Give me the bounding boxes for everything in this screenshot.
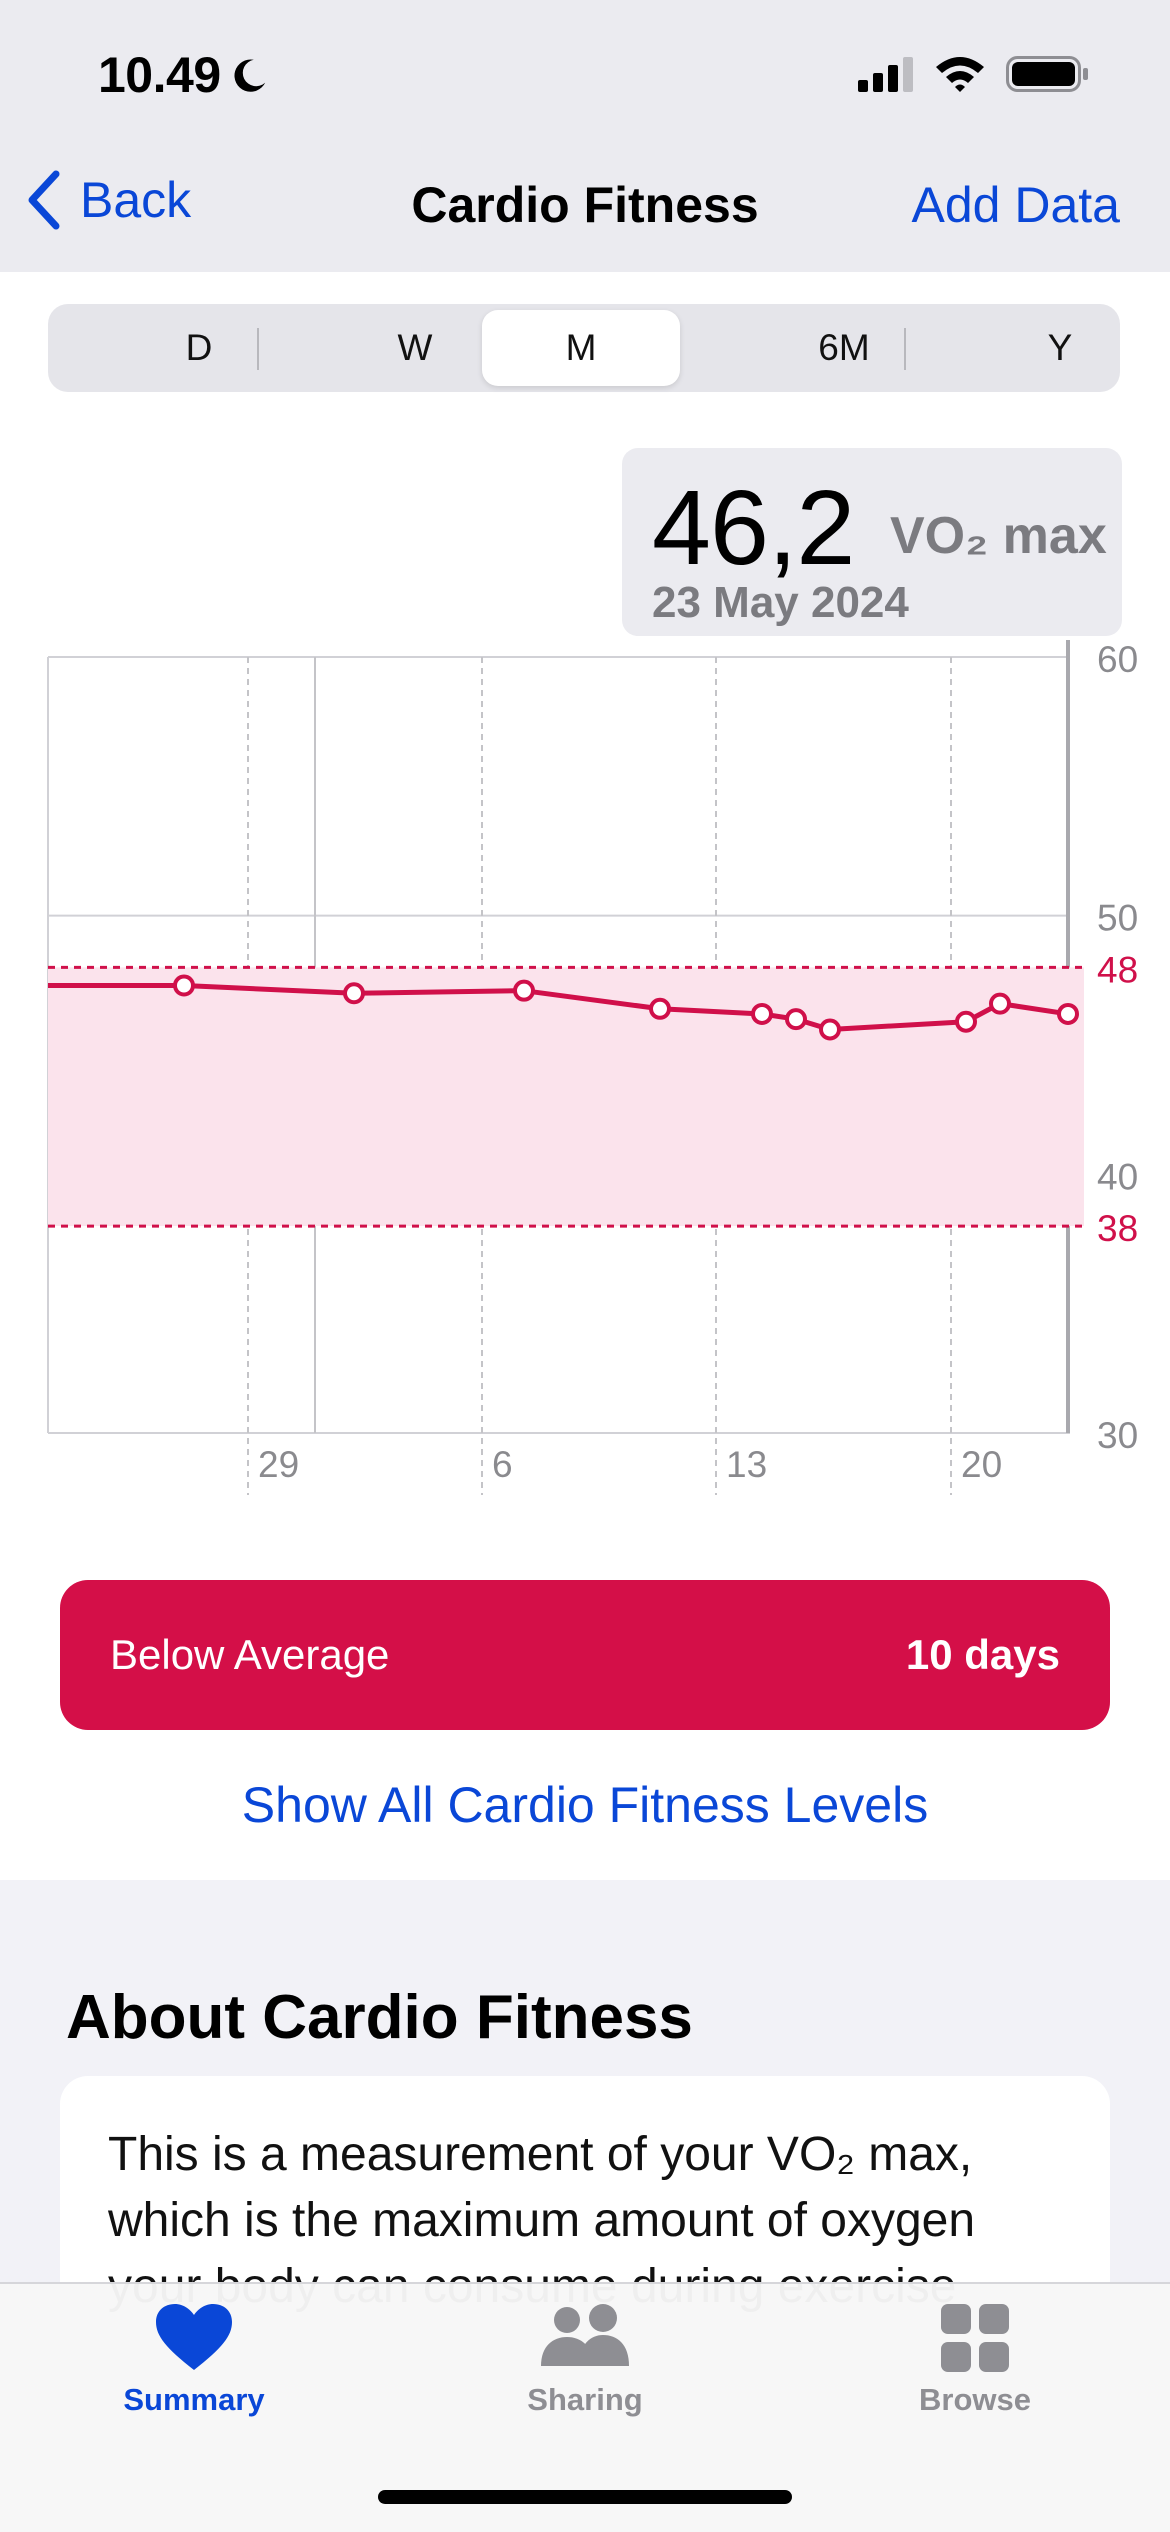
- about-title: About Cardio Fitness: [66, 1983, 693, 2052]
- battery-icon: [1006, 56, 1088, 92]
- y-tick-label: 60: [1097, 640, 1138, 680]
- tab-browse-label: Browse: [919, 2382, 1031, 2417]
- segment-divider: [904, 328, 906, 370]
- fitness-range-band: [48, 965, 1088, 1228]
- data-point: [343, 982, 365, 1005]
- data-point: [649, 997, 671, 1020]
- data-point: [1057, 1002, 1079, 1025]
- fitness-level-label: Below Average: [110, 1631, 390, 1678]
- back-button-label: Back: [80, 172, 192, 228]
- segment-week[interactable]: W: [397, 327, 433, 368]
- cardio-fitness-chart[interactable]: 30 40 50 60 29 6 13 20 48 38: [0, 640, 1170, 1510]
- data-point: [955, 1010, 977, 1033]
- x-tick-label: 29: [258, 1444, 299, 1485]
- range-upper-label: 48: [1097, 949, 1138, 990]
- segment-six-months[interactable]: 6M: [818, 327, 870, 368]
- top-bar: 10.49 Back Cardio Fitness Add Data: [0, 0, 1170, 272]
- time-range-control: D W M 6M Y: [48, 304, 1120, 392]
- vo2-line-series: [48, 974, 1079, 1041]
- tab-summary-label: Summary: [123, 2382, 265, 2417]
- status-indicators: [858, 54, 1090, 94]
- range-lower-label: 38: [1097, 1208, 1138, 1249]
- home-indicator: [378, 2490, 792, 2504]
- show-all-levels-link[interactable]: Show All Cardio Fitness Levels: [241, 1777, 929, 1833]
- people-icon: [541, 2304, 629, 2366]
- x-tick-label: 6: [492, 1444, 513, 1485]
- chevron-left-icon: [28, 170, 60, 230]
- status-time: 10.49: [98, 46, 269, 104]
- y-tick-label: 30: [1097, 1415, 1138, 1456]
- back-button[interactable]: Back: [26, 170, 191, 230]
- data-point: [751, 1002, 773, 1025]
- grid-icon: [941, 2304, 1009, 2372]
- fitness-level-days: 10 days: [905, 1631, 1060, 1678]
- value-callout: 46,2 VO₂ max 23 May 2024: [622, 448, 1122, 636]
- wifi-icon: [936, 57, 984, 92]
- y-tick-label: 50: [1097, 898, 1138, 939]
- tab-browse[interactable]: Browse: [845, 2304, 1105, 2418]
- x-tick-label: 13: [726, 1444, 767, 1485]
- data-point: [173, 974, 195, 997]
- segment-day[interactable]: D: [185, 327, 213, 368]
- axis-labels: 30 40 50 60 29 6 13 20 48 38: [258, 640, 1138, 1485]
- add-data-button[interactable]: Add Data: [911, 177, 1120, 233]
- y-tick-label: 40: [1097, 1156, 1138, 1197]
- tab-sharing[interactable]: Sharing: [455, 2304, 715, 2418]
- segment-divider: [257, 328, 259, 370]
- data-point: [819, 1018, 841, 1041]
- range-band-fill: [48, 967, 1084, 1227]
- data-point: [785, 1008, 807, 1031]
- x-tick-label: 20: [961, 1444, 1002, 1485]
- data-point: [513, 979, 535, 1002]
- tab-summary[interactable]: Summary: [64, 2304, 324, 2418]
- fitness-level-banner[interactable]: Below Average 10 days: [60, 1580, 1110, 1730]
- callout-date: 23 May 2024: [652, 578, 909, 627]
- tab-sharing-label: Sharing: [527, 2382, 643, 2417]
- segment-year[interactable]: Y: [1047, 327, 1073, 368]
- segment-month[interactable]: M: [482, 310, 680, 386]
- moon-icon: [234, 59, 265, 92]
- data-point: [989, 992, 1011, 1015]
- vo2-value: 46,2: [652, 469, 855, 587]
- cellular-signal-icon: [858, 57, 913, 92]
- status-time-text: 10.49: [98, 47, 221, 103]
- page-title: Cardio Fitness: [411, 177, 759, 233]
- heart-icon: [156, 2304, 232, 2370]
- vo2-unit: VO₂ max: [890, 507, 1107, 565]
